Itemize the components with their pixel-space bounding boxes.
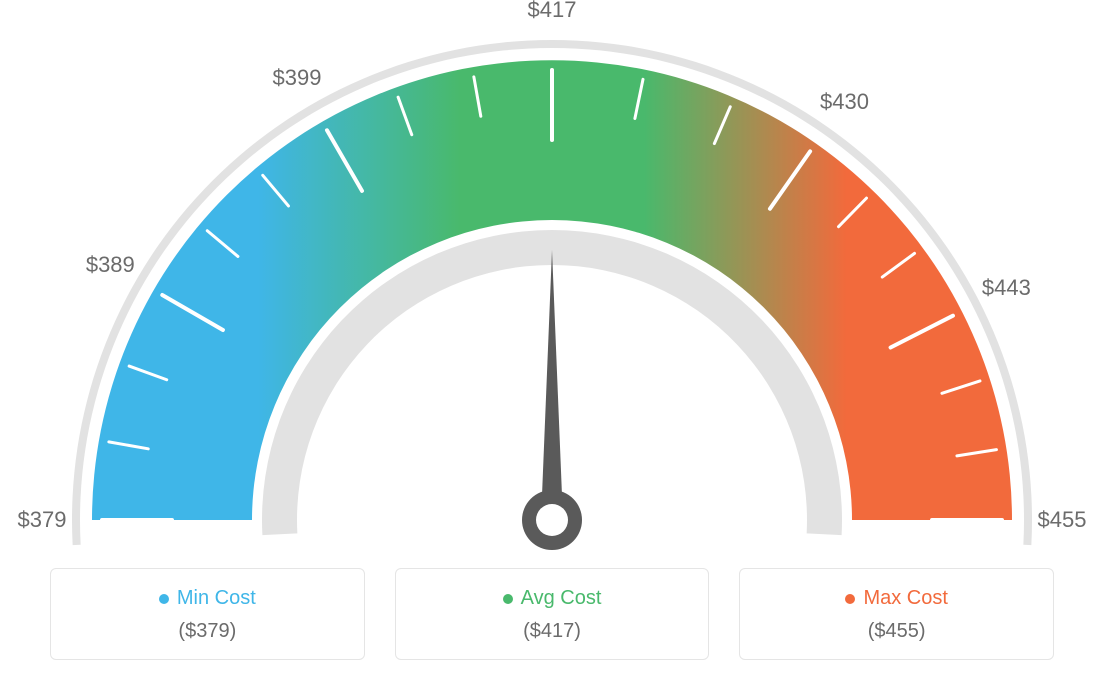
gauge-tick-label: $455	[1038, 507, 1087, 533]
gauge-tick-label: $399	[273, 65, 322, 91]
dot-icon	[845, 594, 855, 604]
dot-icon	[503, 594, 513, 604]
gauge-tick-label: $389	[86, 252, 135, 278]
legend-value-min: ($379)	[61, 620, 354, 643]
cost-gauge-chart: $379 $389 $399 $417 $430 $443 $455 Min Cost ($…	[0, 0, 1104, 690]
legend-value-max: ($455)	[750, 620, 1043, 643]
legend-label-min-text: Min Cost	[177, 587, 256, 610]
legend-label-max: Max Cost	[845, 587, 947, 610]
legend-card-avg: Avg Cost ($417)	[395, 568, 710, 660]
dot-icon	[159, 594, 169, 604]
legend-card-min: Min Cost ($379)	[50, 568, 365, 660]
gauge-tick-label: $443	[982, 275, 1031, 301]
gauge-area: $379 $389 $399 $417 $430 $443 $455	[0, 0, 1104, 560]
legend-label-avg: Avg Cost	[503, 587, 602, 610]
gauge-tick-label: $430	[820, 89, 869, 115]
legend-label-min: Min Cost	[159, 587, 256, 610]
gauge-tick-label: $379	[18, 507, 67, 533]
legend-label-max-text: Max Cost	[863, 587, 947, 610]
gauge-tick-label: $417	[528, 0, 577, 23]
legend-label-avg-text: Avg Cost	[521, 587, 602, 610]
legend-card-max: Max Cost ($455)	[739, 568, 1054, 660]
legend-value-avg: ($417)	[406, 620, 699, 643]
gauge-svg	[0, 0, 1104, 560]
legend-row: Min Cost ($379) Avg Cost ($417) Max Cost…	[50, 568, 1054, 660]
